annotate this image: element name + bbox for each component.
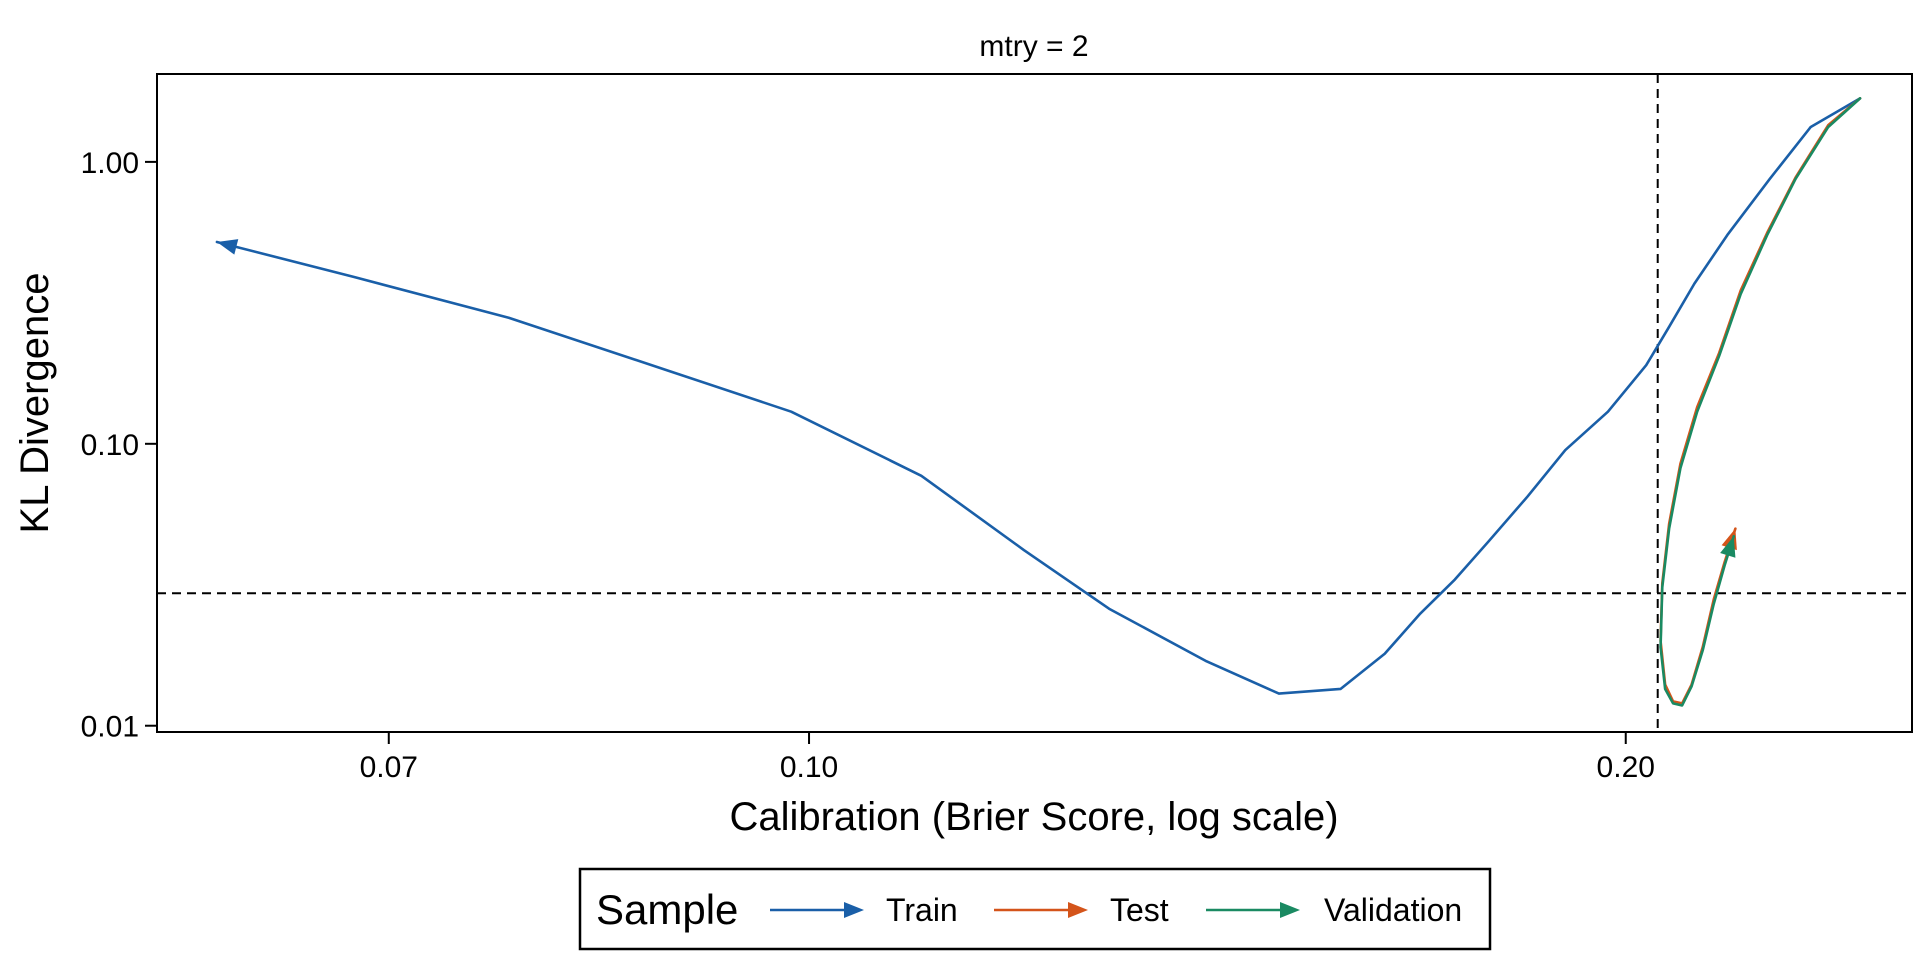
y-tick-label: 0.10 — [81, 429, 139, 462]
legend-key-arrow-test — [1068, 902, 1088, 918]
legend-label-test: Test — [1110, 892, 1169, 928]
y-tick-label: 1.00 — [81, 147, 139, 180]
series-arrowhead-train — [216, 239, 239, 255]
legend-box — [578, 867, 1492, 951]
legend-key-arrow-train — [844, 902, 864, 918]
x-tick-label: 0.10 — [780, 751, 838, 784]
legend-label-train: Train — [886, 892, 958, 928]
legend-key-arrow-validation — [1280, 902, 1300, 918]
series-line-validation — [1659, 97, 1862, 707]
x-tick-label: 0.07 — [360, 751, 418, 784]
series-arrowhead-validation — [1720, 536, 1736, 558]
panel-border — [156, 73, 1913, 733]
panel-title: mtry = 2 — [979, 30, 1088, 63]
series-line-train — [215, 97, 1862, 695]
x-axis-label: Calibration (Brier Score, log scale) — [729, 795, 1338, 839]
y-tick-label: 0.01 — [81, 711, 139, 744]
x-tick-label: 0.20 — [1597, 751, 1655, 784]
y-axis-label: KL Divergence — [13, 273, 57, 534]
series-line-test — [1659, 97, 1862, 705]
legend-title: Sample — [596, 886, 738, 933]
legend-label-validation: Validation — [1324, 892, 1462, 928]
